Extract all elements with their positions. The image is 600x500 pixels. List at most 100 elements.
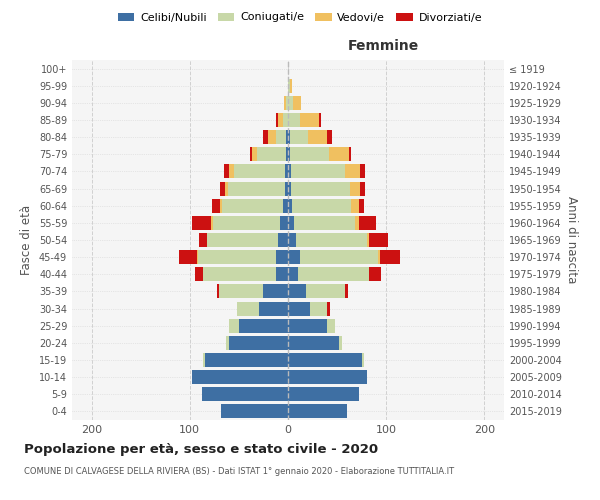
Text: COMUNE DI CALVAGESE DELLA RIVIERA (BS) - Dati ISTAT 1° gennaio 2020 - Elaborazio: COMUNE DI CALVAGESE DELLA RIVIERA (BS) -… [24,468,454,476]
Bar [288,336,339,350]
Bar [327,318,335,332]
Bar [288,198,292,212]
Bar [290,130,308,144]
Bar [329,148,349,162]
Bar [294,216,355,230]
Bar [208,233,278,247]
Y-axis label: Anni di nascita: Anni di nascita [565,196,578,284]
Bar [199,233,206,247]
Bar [370,268,381,281]
Text: Popolazione per età, sesso e stato civile - 2020: Popolazione per età, sesso e stato civil… [24,442,378,456]
Bar [229,164,234,178]
Bar [203,353,205,367]
Bar [288,370,367,384]
Bar [237,302,259,316]
Bar [288,113,300,127]
Bar [300,113,319,127]
Bar [226,336,229,350]
Bar [259,302,288,316]
Bar [220,182,225,196]
Bar [276,130,286,144]
Bar [224,164,229,178]
Bar [359,182,365,196]
Bar [345,164,359,178]
Bar [288,182,291,196]
Bar [278,233,288,247]
Bar [368,268,370,281]
Bar [288,250,300,264]
Bar [288,164,291,178]
Bar [305,284,345,298]
Bar [283,198,288,212]
Bar [229,336,288,350]
Bar [263,130,268,144]
Bar [286,96,288,110]
Bar [339,336,342,350]
Bar [192,216,211,230]
Bar [263,284,288,298]
Bar [362,353,364,367]
Bar [296,233,367,247]
Bar [286,148,288,162]
Bar [283,113,288,127]
Bar [219,284,263,298]
Bar [349,148,351,162]
Bar [221,404,288,418]
Bar [359,198,364,212]
Bar [359,216,376,230]
Bar [368,233,388,247]
Bar [257,148,286,162]
Bar [211,216,214,230]
Bar [308,130,327,144]
Bar [288,78,290,92]
Bar [280,216,288,230]
Bar [202,388,288,402]
Bar [288,130,290,144]
Y-axis label: Fasce di età: Fasce di età [20,205,33,275]
Bar [359,164,365,178]
Bar [179,250,197,264]
Bar [220,198,222,212]
Bar [300,250,379,264]
Bar [206,233,208,247]
Bar [217,284,219,298]
Bar [288,216,294,230]
Bar [288,233,296,247]
Bar [288,388,359,402]
Bar [234,164,285,178]
Bar [327,302,330,316]
Bar [276,268,288,281]
Bar [285,164,288,178]
Bar [222,198,283,212]
Bar [239,318,288,332]
Text: Femmine: Femmine [347,39,419,53]
Bar [197,250,276,264]
Bar [276,113,278,127]
Bar [284,96,286,110]
Bar [192,370,288,384]
Bar [350,182,359,196]
Bar [319,113,322,127]
Legend: Celibi/Nubili, Coniugati/e, Vedovi/e, Divorziati/e: Celibi/Nubili, Coniugati/e, Vedovi/e, Di… [113,8,487,27]
Bar [285,182,288,196]
Bar [290,78,292,92]
Bar [288,148,290,162]
Bar [288,268,298,281]
Bar [288,96,293,110]
Bar [229,318,239,332]
Bar [290,148,329,162]
Bar [278,113,283,127]
Bar [203,268,276,281]
Bar [228,182,285,196]
Bar [250,148,251,162]
Bar [288,284,305,298]
Bar [288,404,347,418]
Bar [298,268,368,281]
Bar [214,216,280,230]
Bar [327,130,332,144]
Bar [351,198,359,212]
Bar [251,148,257,162]
Bar [310,302,327,316]
Bar [380,250,400,264]
Bar [195,268,203,281]
